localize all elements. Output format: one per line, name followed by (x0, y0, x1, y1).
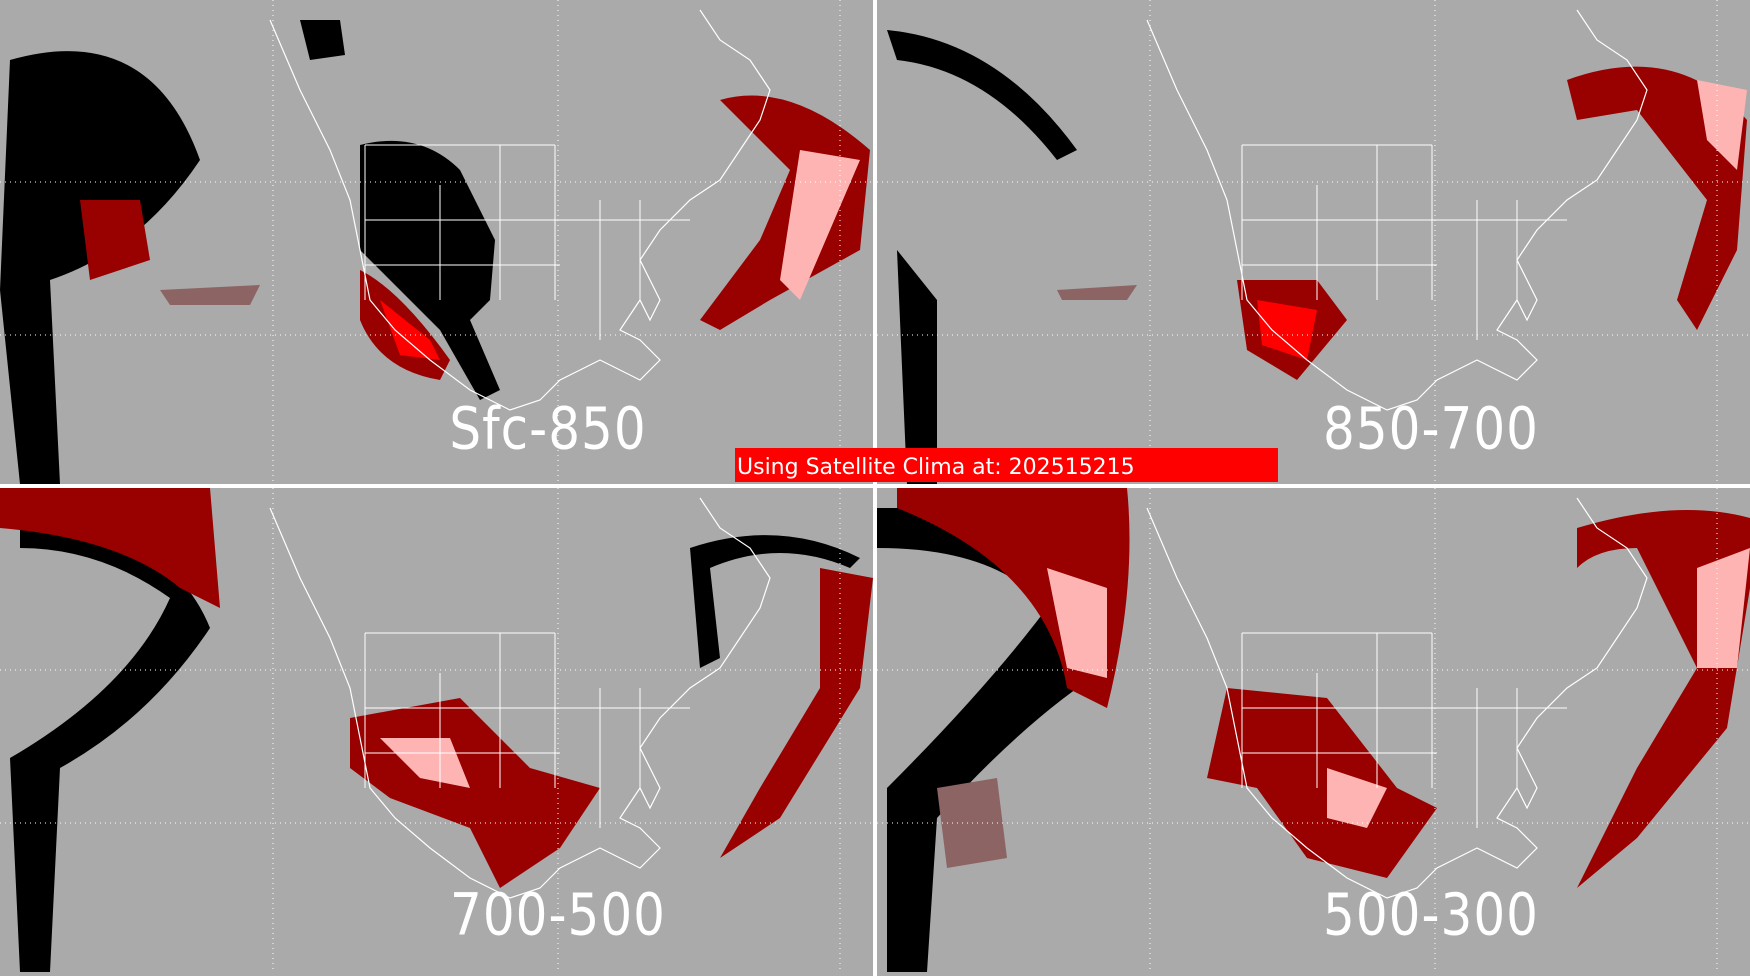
cloud-region-black (897, 250, 937, 484)
coastline (1146, 9, 1648, 411)
cloud-region-darkred (1567, 66, 1747, 331)
layer-label: 700-500 (450, 881, 666, 949)
cloud-region-pink (1047, 568, 1107, 678)
state-boundaries (1241, 144, 1567, 340)
map-700-500 (0, 488, 873, 972)
layer-label: Sfc-850 (449, 395, 647, 463)
cloud-region-red (1257, 300, 1317, 360)
cloud-region-darkred (350, 698, 600, 888)
horizontal-divider (0, 484, 1750, 488)
coastline (269, 9, 771, 411)
cloud-region-black (887, 30, 1077, 160)
cloud-region-brown (160, 285, 260, 305)
state-boundaries (364, 632, 690, 828)
map-500-300 (877, 488, 1750, 972)
vertical-divider (873, 0, 877, 976)
cloud-region-black (300, 20, 345, 60)
map-sfc-850 (0, 0, 873, 484)
cloud-region-pink (1697, 80, 1747, 170)
cloud-region-black (0, 51, 200, 484)
cloud-region-darkred (0, 488, 220, 608)
cloud-region-pink (1327, 768, 1387, 828)
state-boundaries (1241, 632, 1567, 828)
map-850-700 (877, 0, 1750, 484)
layer-label: 500-300 (1323, 881, 1539, 949)
climatology-banner: Using Satellite Clima at: 202515215 (735, 448, 1278, 482)
map-panel-sfc-850: Sfc-850 (0, 0, 873, 484)
map-panel-500-300: 500-300 (877, 488, 1750, 976)
cloud-region-darkred (80, 200, 150, 280)
cloud-region-brown (1057, 285, 1137, 300)
cloud-region-pink (380, 738, 470, 788)
cloud-region-darkred (720, 568, 873, 858)
layer-label: 850-700 (1323, 395, 1539, 463)
cloud-region-black (10, 518, 210, 972)
coastline (269, 497, 771, 899)
cloud-region-pink (780, 150, 860, 300)
map-panel-700-500: 700-500 (0, 488, 873, 976)
cloud-region-darkred (700, 95, 870, 330)
cloud-region-pink (1697, 548, 1750, 668)
cloud-region-black (690, 535, 860, 668)
cloud-region-darkred (1207, 688, 1437, 878)
coastline (1146, 497, 1648, 899)
state-boundaries (364, 144, 690, 340)
cloud-region-red (380, 300, 440, 360)
map-panel-850-700: 850-700 (877, 0, 1750, 484)
